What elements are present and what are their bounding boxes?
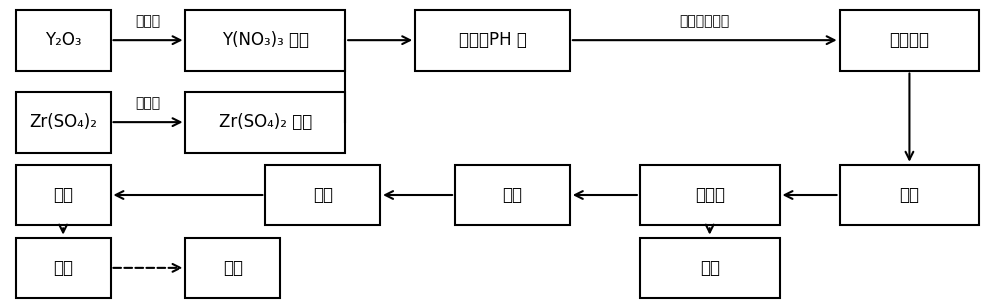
Bar	[840, 165, 979, 225]
Text: 蔭馏水: 蔭馏水	[135, 96, 161, 110]
Text: 干燥: 干燥	[53, 259, 73, 277]
Text: Zr(SO₄)₂ 溶液: Zr(SO₄)₂ 溶液	[219, 113, 312, 131]
Bar	[185, 10, 345, 70]
Text: Y₂O₃: Y₂O₃	[45, 31, 81, 49]
Bar	[265, 165, 380, 225]
Bar	[640, 238, 780, 298]
Text: 共沉淠物: 共沉淠物	[889, 31, 929, 49]
Text: 尿素饱和溶液: 尿素饱和溶液	[680, 14, 730, 28]
Bar	[185, 92, 345, 152]
Text: 前驱体: 前驱体	[695, 186, 725, 204]
Text: 样品: 样品	[223, 259, 243, 277]
Text: 氨水调PH 値: 氨水调PH 値	[459, 31, 526, 49]
Bar	[840, 10, 979, 70]
Text: 浓确酸: 浓确酸	[135, 14, 161, 28]
Text: 干燥: 干燥	[899, 186, 919, 204]
Bar	[16, 92, 111, 152]
Bar	[16, 10, 111, 70]
Text: Zr(SO₄)₂: Zr(SO₄)₂	[29, 113, 97, 131]
Bar	[185, 238, 280, 298]
Text: 混合: 混合	[502, 186, 522, 204]
Text: 洗洤: 洗洤	[53, 186, 73, 204]
Bar	[640, 165, 780, 225]
Text: Y(NO₃)₃ 溶液: Y(NO₃)₃ 溶液	[222, 31, 309, 49]
Bar	[16, 238, 111, 298]
Text: 熔盐: 熔盐	[700, 259, 720, 277]
Bar	[16, 165, 111, 225]
Text: 煬烧: 煬烧	[313, 186, 333, 204]
Bar	[415, 10, 570, 70]
Bar	[455, 165, 570, 225]
